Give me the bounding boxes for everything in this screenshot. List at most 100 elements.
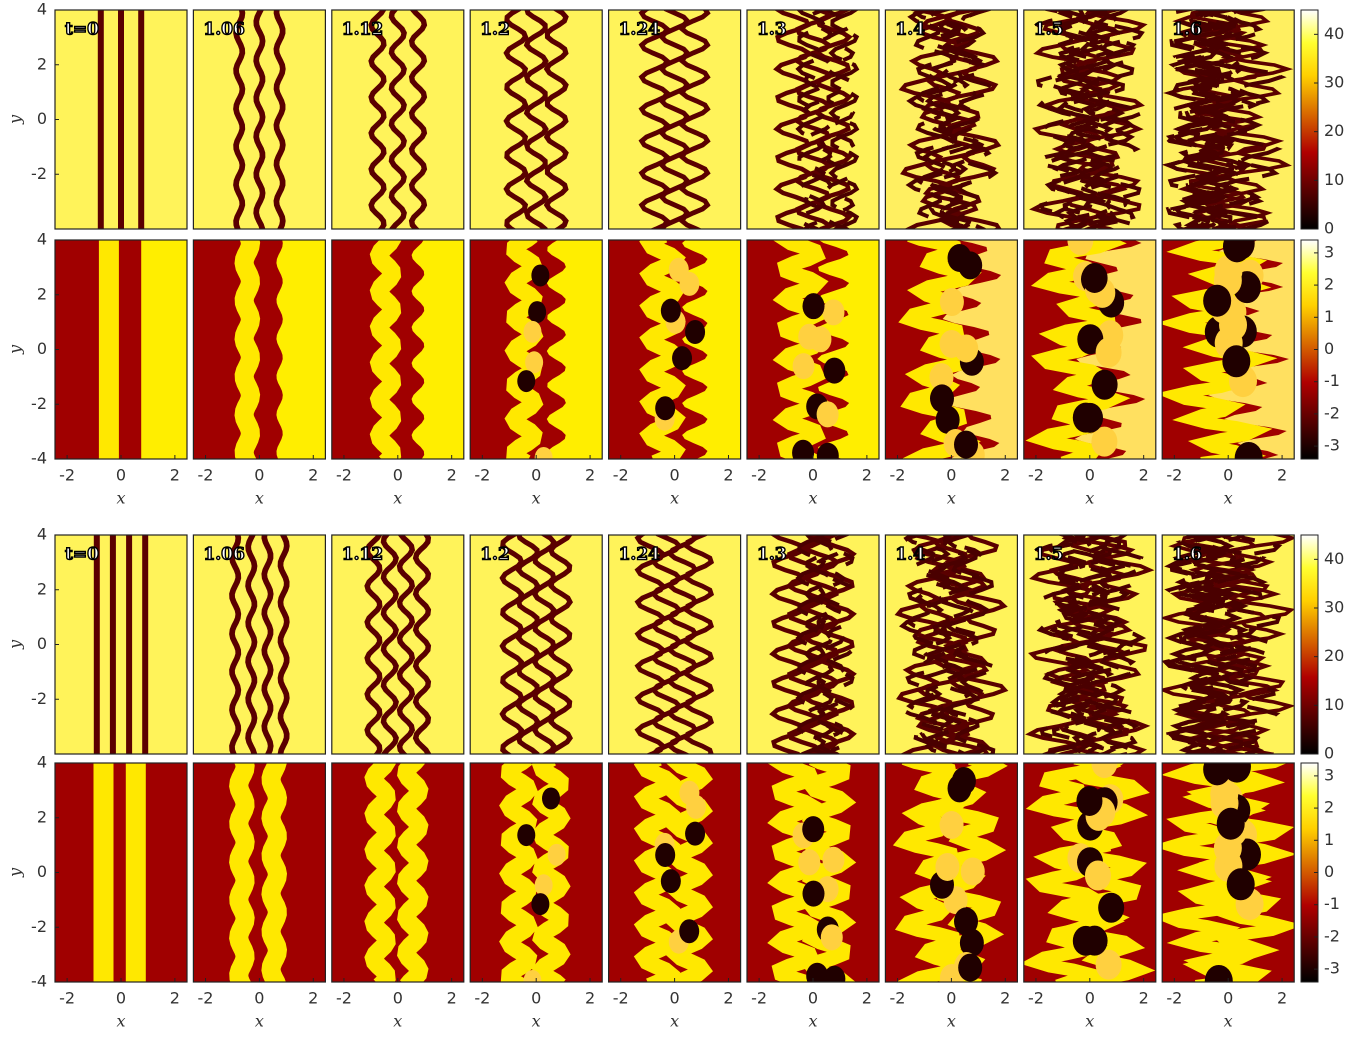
field [608, 10, 741, 229]
x-tick-label: 0 [1085, 989, 1095, 1008]
y-tick-label: 0 [37, 862, 47, 881]
vortex [685, 821, 706, 846]
panel-label: 1.4 [895, 20, 925, 40]
field [470, 240, 603, 459]
vortex [939, 288, 964, 317]
panel-label: 1.4 [895, 545, 925, 565]
panel: 1.12 [331, 9, 465, 230]
colorbar-tick-label: -1 [1324, 371, 1340, 390]
panel [884, 762, 1019, 983]
y-tick-label: -2 [31, 689, 47, 708]
vortex [517, 824, 536, 847]
panel-label: 1.06 [203, 20, 244, 40]
panel-label: t=0 [65, 545, 99, 565]
y-tick-label: 4 [37, 230, 47, 249]
field [885, 10, 1018, 229]
vortex [802, 816, 825, 843]
panel-frame [607, 9, 742, 230]
vortex [547, 843, 566, 866]
x-tick-label: 0 [393, 989, 403, 1008]
vortex [534, 446, 553, 459]
x-tick-label: 2 [1139, 466, 1149, 485]
x-axis-label: x [532, 489, 541, 508]
filament [261, 535, 274, 754]
vortex [935, 852, 960, 881]
colorbar-tick-label: -3 [1324, 436, 1340, 455]
x-axis-label: x [255, 489, 264, 508]
vortex [802, 880, 825, 907]
colorbar-tick-label: 30 [1324, 73, 1344, 92]
x-tick-label: 0 [531, 466, 541, 485]
filament [795, 535, 827, 754]
y-tick-label: 0 [37, 109, 47, 128]
field [331, 10, 464, 229]
filament [683, 535, 715, 754]
panel: 1.5 [1023, 9, 1157, 230]
x-tick-label: 2 [1139, 989, 1149, 1008]
vortex [954, 430, 979, 459]
x-tick-label: 0 [1085, 466, 1095, 485]
field [608, 535, 741, 754]
vortex [939, 329, 964, 358]
filament [408, 10, 428, 229]
field [608, 240, 741, 459]
phase-stripe [633, 763, 681, 982]
x-axis-label: x [1085, 1012, 1094, 1031]
colorbar-tick-label: 2 [1324, 798, 1334, 817]
vortex [523, 320, 542, 343]
x-tick-label: 2 [447, 989, 457, 1008]
panel [54, 762, 188, 983]
field [1023, 535, 1156, 754]
field [885, 535, 1018, 754]
filament [380, 535, 399, 754]
x-tick-label: 0 [254, 466, 264, 485]
panel: t=0 [54, 9, 188, 230]
vortex [823, 965, 846, 982]
vortex [822, 846, 845, 873]
phase-region [276, 240, 326, 459]
colorbar-tick-label: 30 [1324, 598, 1344, 617]
y-tick-label: -2 [31, 164, 47, 183]
x-tick-label: -2 [751, 989, 767, 1008]
phase-stripe [767, 763, 824, 982]
filament [824, 10, 856, 229]
filament [412, 535, 432, 754]
filament [813, 10, 853, 229]
vortex [816, 401, 839, 428]
vortex [660, 869, 681, 894]
filament [803, 535, 835, 754]
vortex [1067, 240, 1094, 256]
panel-frame [192, 9, 326, 230]
colorbar-tick-label: 40 [1324, 24, 1344, 43]
vortex [679, 271, 700, 296]
x-tick-label: -2 [751, 466, 767, 485]
field [470, 763, 603, 982]
vortex [685, 794, 706, 819]
colorbar-tick-label: 1 [1324, 307, 1334, 326]
y-tick-label: 4 [37, 0, 47, 19]
vortex [939, 963, 964, 982]
x-tick-label: -2 [1166, 466, 1182, 485]
background [55, 763, 187, 982]
vortex [951, 767, 976, 796]
panel: 1.2 [469, 534, 603, 755]
panel-label: 1.2 [480, 20, 510, 40]
y-tick-label: -2 [31, 394, 47, 413]
vortex [802, 293, 825, 320]
y-tick-label: 2 [37, 807, 47, 826]
vortex [947, 244, 972, 273]
field [747, 763, 879, 982]
vortex [655, 843, 676, 868]
panel: 1.4 [884, 9, 1019, 230]
colorbar-tick-label: 1 [1324, 830, 1334, 849]
filament [795, 10, 827, 229]
vortex [1084, 860, 1111, 891]
panel [331, 239, 465, 460]
panel [331, 762, 465, 983]
filament [523, 10, 549, 229]
filament [1167, 10, 1235, 229]
field [885, 240, 1018, 459]
filament [769, 535, 809, 754]
filament [905, 10, 958, 229]
x-axis-label: x [255, 1012, 264, 1031]
